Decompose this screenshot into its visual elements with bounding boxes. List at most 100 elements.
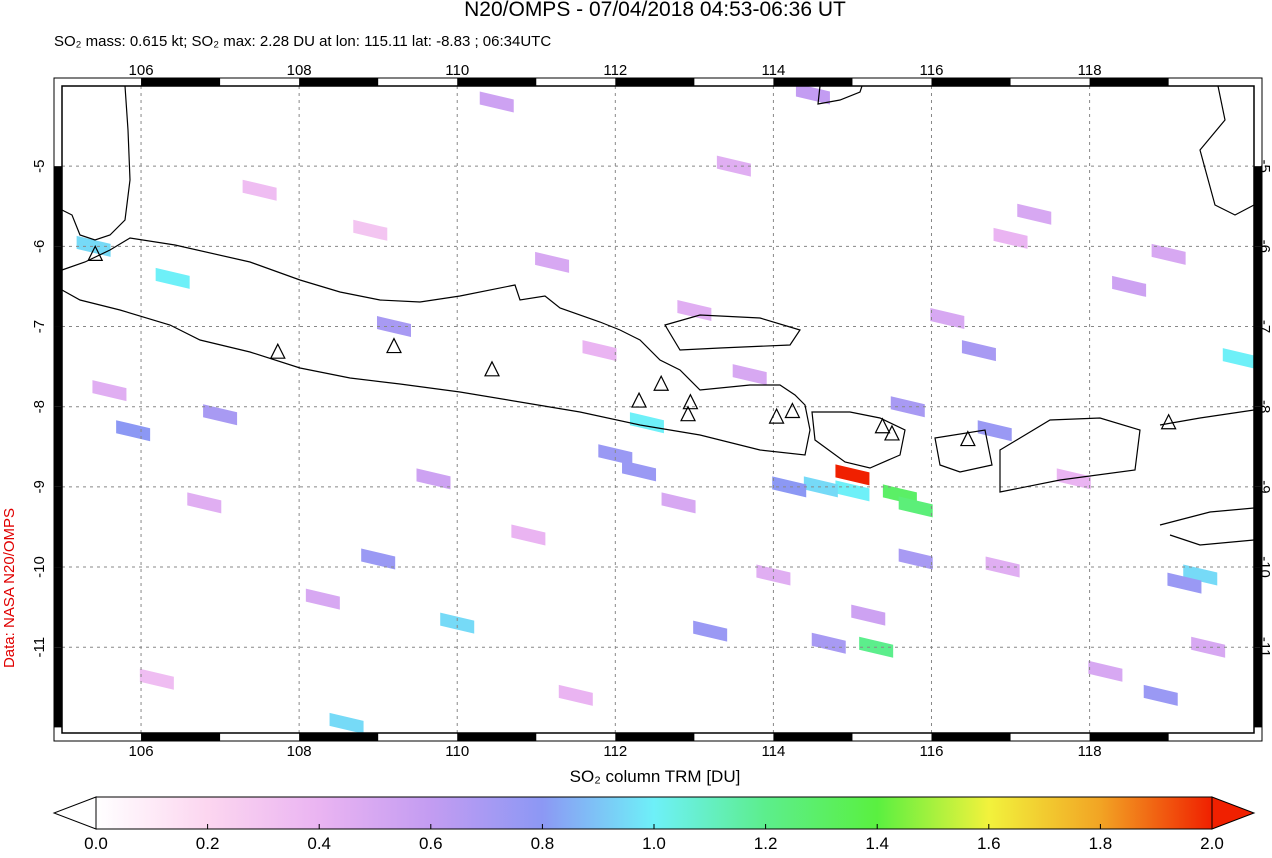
madura-coast [664, 314, 801, 351]
y-scale-bar [54, 647, 62, 728]
x-scale-bar [1089, 78, 1169, 86]
lombok-coast [934, 429, 993, 473]
so2-cell [756, 564, 791, 586]
x-scale-bar [457, 733, 537, 741]
so2-cell [835, 464, 870, 486]
volcano [1160, 413, 1177, 430]
colorbar-tick-label: 0.2 [196, 834, 220, 853]
y-scale-bar [54, 567, 62, 648]
so2-cell [1183, 564, 1218, 586]
so2-cell [1112, 275, 1147, 297]
y-tick-label: -6 [1256, 240, 1272, 253]
x-scale-bar [299, 78, 379, 86]
so2-cell [977, 420, 1012, 442]
volcano [682, 393, 699, 410]
volcano [680, 405, 697, 422]
y-scale-bar [1254, 406, 1262, 487]
x-scale-bar [615, 733, 695, 741]
colorbar-tick-label: 2.0 [1200, 834, 1224, 853]
colorbar-tick-label: 1.0 [642, 834, 666, 853]
x-scale-bar [457, 78, 537, 86]
subtitle: SO₂ mass: 0.615 kt; SO₂ max: 2.28 DU at … [54, 33, 551, 50]
so2-cell [155, 267, 190, 289]
x-scale-bar [931, 78, 1011, 86]
side-label: Data: NASA N20/OMPS [1, 508, 18, 668]
so2-cell [598, 444, 633, 466]
so2-cell [732, 364, 767, 386]
y-tick-label: -7 [1256, 320, 1272, 333]
so2-cell [139, 668, 174, 690]
x-tick-label: 106 [129, 62, 154, 79]
y-tick-label: -8 [31, 400, 48, 413]
x-tick-label: 108 [287, 62, 312, 79]
volcano [874, 417, 891, 434]
y-scale-bar [54, 326, 62, 407]
volcano [959, 430, 976, 447]
so2-cell [582, 340, 617, 362]
colorbar-gradient [95, 796, 1213, 830]
colorbar-tick-label: 1.2 [754, 834, 778, 853]
so2-cell [92, 380, 127, 402]
y-tick-label: -9 [31, 480, 48, 493]
so2-cell [795, 83, 830, 105]
so2-cell [242, 179, 277, 201]
chart-title: N20/OMPS - 07/04/2018 04:53-06:36 UT [464, 0, 846, 21]
x-scale-bar [931, 733, 1011, 741]
colorbar-label: SO₂ column TRM [DU] [570, 767, 741, 786]
volcano [386, 337, 402, 354]
bali-coast [811, 411, 906, 469]
so2-cell [898, 496, 933, 518]
so2-cell [76, 235, 111, 257]
sumbawa-coast [999, 417, 1141, 493]
colorbar-tick-label: 1.4 [865, 834, 889, 853]
colorbar-tick-label: 0.4 [307, 834, 331, 853]
colorbar-tick-label: 1.6 [977, 834, 1001, 853]
so2-cell [930, 308, 965, 330]
so2-cell [851, 604, 886, 626]
so2-cell [440, 612, 475, 634]
coastlines [61, 85, 1255, 546]
y-scale-bar [1254, 567, 1262, 648]
so2-cell [772, 476, 807, 498]
x-tick-label: 116 [920, 62, 944, 79]
volcanoes [87, 245, 1177, 447]
colorbar-tick-label: 0.6 [419, 834, 443, 853]
volcano [484, 360, 500, 377]
x-tick-label: 114 [761, 62, 785, 79]
so2-cell [835, 480, 870, 502]
so2-cell [677, 299, 712, 321]
x-tick-label: 112 [603, 743, 627, 760]
java-coast [61, 237, 811, 456]
so2-cell [361, 548, 396, 570]
so2-cell [329, 712, 364, 734]
cells [76, 83, 1257, 734]
frame [53, 77, 1263, 742]
x-scale-bar [1089, 733, 1169, 741]
colorbar [52, 796, 1256, 830]
y-scale-bar [1254, 486, 1262, 568]
so2-cell [116, 420, 151, 442]
y-scale-bar [54, 486, 62, 568]
so2-cell [1151, 243, 1186, 265]
volcano [784, 402, 801, 419]
outer-border [53, 77, 1263, 742]
volcano [631, 391, 647, 408]
so2-cell [203, 404, 238, 426]
so2-cell [511, 524, 546, 546]
colorbar-tick-label: 0.8 [531, 834, 555, 853]
so2-cell [898, 548, 933, 570]
so2-cell [416, 468, 451, 490]
y-tick-label: -11 [1256, 637, 1272, 658]
so2-cell [890, 396, 925, 418]
colorbar-over [1211, 796, 1256, 830]
sumatra-coast [61, 85, 131, 241]
grid [62, 86, 1254, 733]
y-scale-bar [1254, 166, 1262, 247]
so2-cell [535, 251, 570, 273]
y-tick-label: -7 [31, 320, 48, 333]
x-tick-label: 118 [1078, 62, 1102, 79]
x-scale-bar [299, 733, 379, 741]
y-scale-bar [1254, 326, 1262, 407]
y-tick-label: -6 [31, 240, 48, 253]
x-tick-label: 112 [603, 62, 627, 79]
